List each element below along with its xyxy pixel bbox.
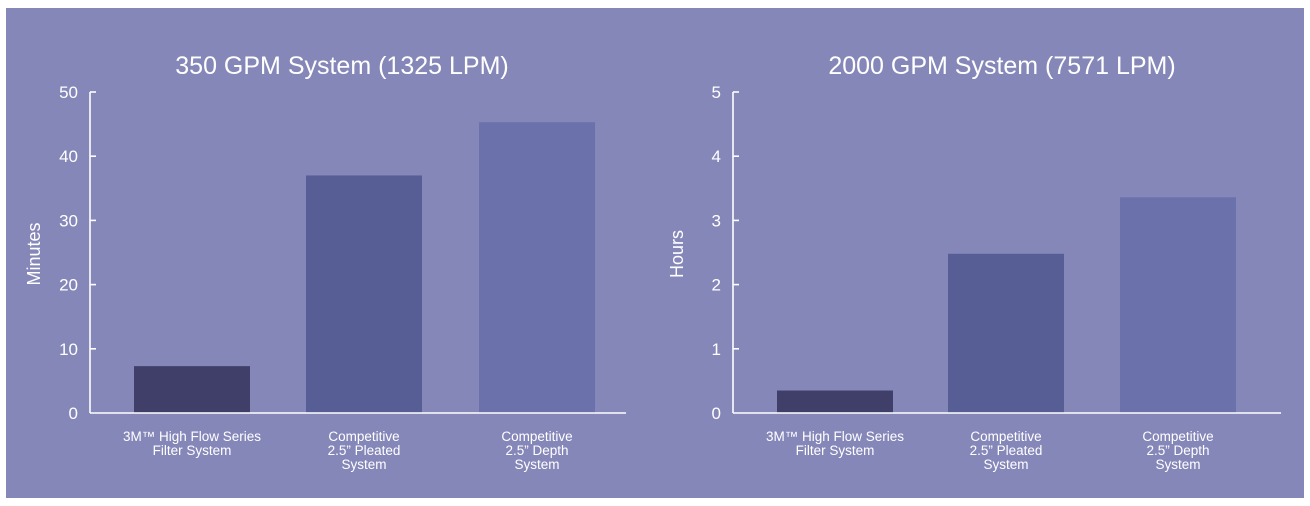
chart-1-category-label-3: Competitive 2.5” Depth System [501, 429, 572, 472]
chart-2-y-tick-label: 3 [712, 211, 721, 230]
chart-2-y-tick-label: 0 [712, 404, 721, 423]
chart-1-y-axis-label: Minutes [24, 222, 44, 285]
chart-1-category-label-line: 3M™ High Flow Series [123, 429, 261, 444]
chart-1-y-tick-label: 30 [59, 211, 78, 230]
chart-2-category-label-2: Competitive 2.5” Pleated System [970, 429, 1043, 472]
chart-2-category-label-line: 3M™ High Flow Series [766, 429, 904, 444]
chart-canvas: 350 GPM System (1325 LPM)Minutes01020304… [6, 8, 1304, 498]
chart-1-category-label-1: 3M™ High Flow Series Filter System [123, 429, 261, 458]
chart-2-category-label-line: System [1155, 457, 1200, 472]
chart-1-category-label-line: Competitive [501, 429, 572, 444]
chart-2-category-label-3: Competitive 2.5” Depth System [1142, 429, 1213, 472]
chart-2-category-label-line: System [983, 457, 1028, 472]
chart-1-category-label-line: 2.5” Depth [505, 443, 568, 458]
chart-2-y-axis-label: Hours [667, 230, 687, 278]
chart-background [6, 8, 1304, 498]
chart-1-bar-1 [134, 366, 250, 413]
chart-1-bar-3 [479, 122, 595, 413]
chart-2-bar-1 [777, 390, 893, 413]
chart-2-category-label-line: Filter System [796, 443, 875, 458]
chart-2-category-label-line: 2.5” Pleated [970, 443, 1043, 458]
chart-2-title: 2000 GPM System (7571 LPM) [828, 52, 1175, 80]
chart-1-y-tick-label: 0 [69, 404, 78, 423]
chart-1-category-label-line: System [341, 457, 386, 472]
chart-2-category-label-1: 3M™ High Flow Series Filter System [766, 429, 904, 458]
chart-2-y-tick-label: 2 [712, 276, 721, 295]
chart-2-y-tick-label: 1 [712, 340, 721, 359]
chart-1-title: 350 GPM System (1325 LPM) [175, 52, 508, 80]
chart-1-bar-2 [306, 175, 422, 413]
chart-panel: 350 GPM System (1325 LPM) Minutes 0 10 20 30 4… [6, 8, 1304, 498]
chart-1-category-label-line: 2.5” Pleated [328, 443, 401, 458]
chart-2-category-label-line: Competitive [1142, 429, 1213, 444]
chart-2-bar-3 [1120, 197, 1236, 413]
chart-1-category-label-2: Competitive 2.5” Pleated System [328, 429, 401, 472]
chart-2-bar-2 [948, 253, 1064, 413]
chart-1-y-tick-label: 40 [59, 147, 78, 166]
chart-1-y-tick-label: 20 [59, 276, 78, 295]
chart-1-category-label-line: Filter System [153, 443, 232, 458]
chart-2-y-tick-label: 5 [712, 83, 721, 102]
chart-2-category-label-line: Competitive [970, 429, 1041, 444]
chart-2-category-label-line: 2.5” Depth [1146, 443, 1209, 458]
chart-1-category-label-line: System [514, 457, 559, 472]
chart-2-y-tick-label: 4 [712, 147, 721, 166]
chart-1-y-tick-label: 10 [59, 340, 78, 359]
chart-1-category-label-line: Competitive [328, 429, 399, 444]
chart-1-y-tick-label: 50 [59, 83, 78, 102]
